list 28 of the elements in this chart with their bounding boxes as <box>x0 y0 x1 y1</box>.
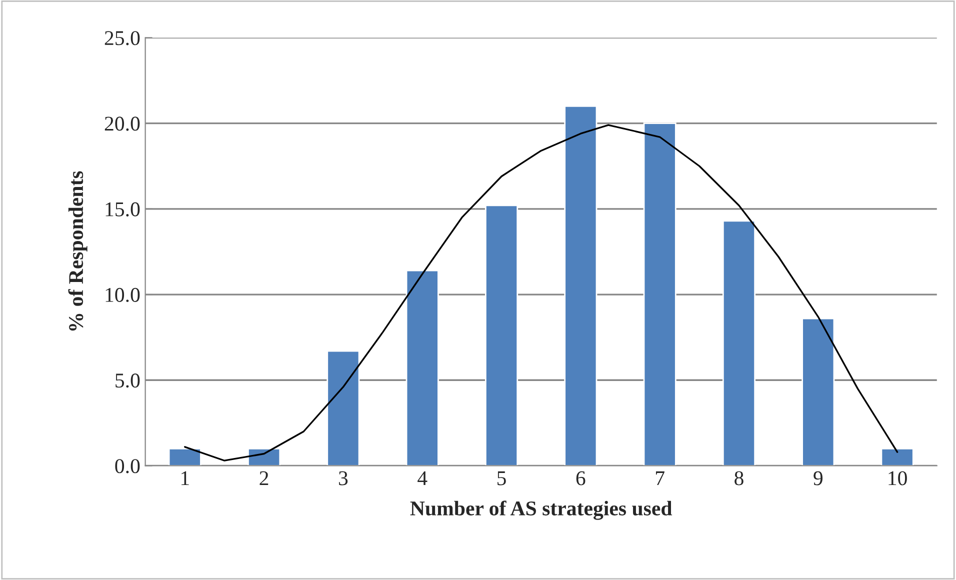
x-tick-label: 8 <box>734 471 744 486</box>
y-tick-label: 15.0 <box>106 202 140 216</box>
x-tick-label: 5 <box>498 471 506 486</box>
bar <box>564 105 598 466</box>
bar <box>802 318 835 466</box>
bar <box>326 350 360 466</box>
bar <box>168 448 202 466</box>
x-tick-label: 10 <box>888 471 907 486</box>
bar <box>722 220 756 466</box>
x-axis-title: Number of AS strategies used <box>410 500 672 520</box>
y-axis-title: % of Respondents <box>68 171 88 331</box>
bar <box>406 270 439 466</box>
x-tick-label: 4 <box>418 471 428 486</box>
y-tick-label: 25.0 <box>104 31 140 46</box>
x-tick-label: 9 <box>814 471 822 486</box>
y-tick-label: 10.0 <box>106 288 140 302</box>
x-tick-label: 3 <box>338 471 348 486</box>
x-tick-label: 2 <box>260 471 268 486</box>
x-tick-label: 1 <box>182 471 189 486</box>
bar <box>643 122 676 466</box>
y-tick-label: 5.0 <box>116 374 140 388</box>
x-tick-label: 7 <box>656 471 664 486</box>
x-tick-label: 6 <box>576 471 586 486</box>
bar <box>880 448 914 466</box>
line-series <box>184 124 898 462</box>
y-tick-label: 0.0 <box>115 459 140 474</box>
y-tick-label: 20.0 <box>104 116 140 131</box>
bar <box>484 204 518 466</box>
